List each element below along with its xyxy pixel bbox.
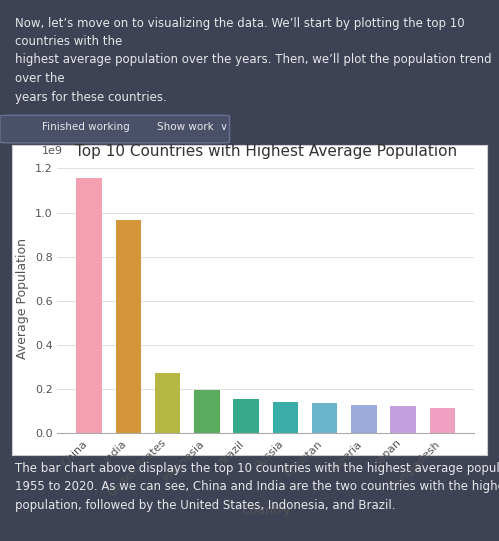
Text: Now, let’s move on to visualizing the data. We’ll start by plotting the top 10 c: Now, let’s move on to visualizing the da… bbox=[15, 16, 492, 103]
Bar bbox=[351, 405, 377, 433]
Text: Show work  ∨: Show work ∨ bbox=[157, 122, 228, 132]
Title: Top 10 Countries with Highest Average Population: Top 10 Countries with Highest Average Po… bbox=[75, 143, 457, 159]
FancyBboxPatch shape bbox=[0, 115, 230, 143]
Bar bbox=[194, 390, 220, 433]
Bar bbox=[272, 402, 298, 433]
Bar bbox=[312, 403, 337, 433]
Bar bbox=[155, 373, 180, 433]
Bar bbox=[390, 406, 416, 433]
Bar bbox=[76, 179, 102, 433]
X-axis label: Country: Country bbox=[241, 504, 290, 517]
Bar bbox=[234, 399, 259, 433]
Bar bbox=[430, 408, 455, 433]
Y-axis label: Average Population: Average Population bbox=[16, 238, 29, 359]
Text: 1e9: 1e9 bbox=[42, 146, 63, 156]
Text: The bar chart above displays the top 10 countries with the highest average popul: The bar chart above displays the top 10 … bbox=[15, 462, 499, 512]
Bar bbox=[116, 220, 141, 433]
Text: Finished working: Finished working bbox=[42, 122, 130, 132]
